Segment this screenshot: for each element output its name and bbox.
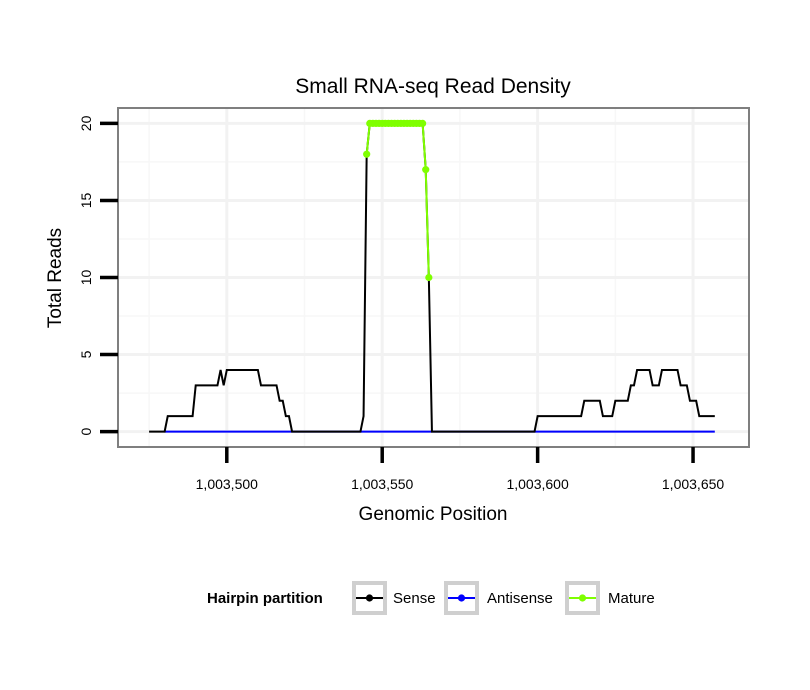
legend-title: Hairpin partition bbox=[207, 590, 323, 607]
y-axis-label: Total Reads bbox=[45, 228, 66, 328]
legend-key-box bbox=[565, 581, 600, 615]
mature-point bbox=[419, 119, 427, 128]
plot-area bbox=[117, 107, 750, 448]
legend-entry-mature: Mature bbox=[565, 581, 655, 615]
legend-label: Antisense bbox=[487, 590, 553, 607]
legend: Hairpin partition Sense Antisense Mature bbox=[207, 581, 655, 615]
legend-label: Mature bbox=[608, 590, 655, 607]
legend-entry-sense: Sense bbox=[352, 581, 436, 615]
legend-entry-antisense: Antisense bbox=[444, 581, 553, 615]
y-tick-label: 15 bbox=[78, 192, 94, 208]
y-axis: 0 5 10 15 20 bbox=[78, 115, 118, 435]
legend-entries: Sense Antisense Mature bbox=[352, 581, 655, 615]
x-axis: 1,003,500 1,003,550 1,003,600 1,003,650 bbox=[196, 447, 724, 492]
legend-key-point bbox=[578, 594, 587, 602]
mature-point bbox=[425, 273, 433, 282]
chart-title: Small RNA-seq Read Density bbox=[295, 75, 571, 98]
legend-label: Sense bbox=[393, 590, 436, 607]
mature-point bbox=[363, 150, 371, 158]
y-tick-label: 20 bbox=[78, 115, 94, 131]
y-tick-label: 5 bbox=[78, 350, 94, 358]
mature-point bbox=[422, 166, 430, 174]
legend-key-point bbox=[365, 594, 374, 602]
series-layer bbox=[149, 119, 715, 433]
grid-lines bbox=[118, 108, 749, 447]
x-axis-label: Genomic Position bbox=[359, 504, 508, 525]
y-tick-label: 10 bbox=[78, 270, 94, 286]
x-tick-label: 1,003,550 bbox=[351, 476, 413, 492]
x-tick-label: 1,003,600 bbox=[506, 476, 568, 492]
x-tick-label: 1,003,650 bbox=[662, 476, 724, 492]
x-tick-label: 1,003,500 bbox=[196, 476, 258, 492]
legend-key-point bbox=[457, 594, 466, 602]
y-tick-label: 0 bbox=[78, 427, 94, 435]
